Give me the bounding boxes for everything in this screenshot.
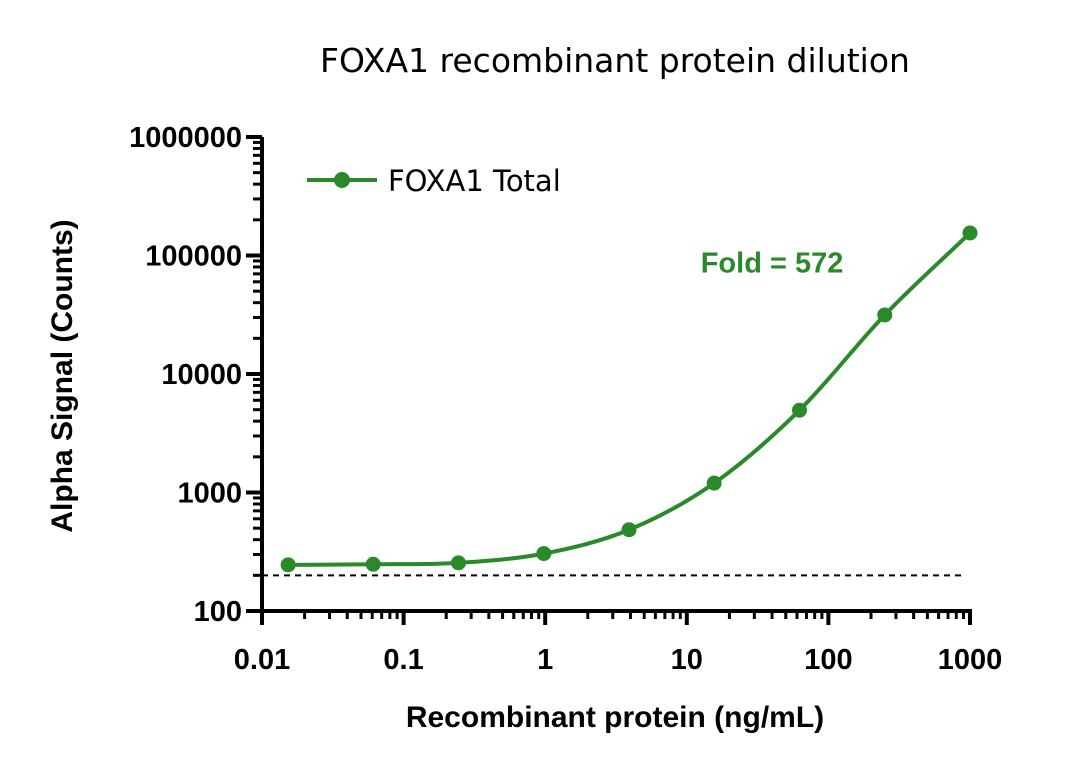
- x-tick-label: 10: [671, 644, 703, 676]
- fold-annotation: Fold = 572: [701, 247, 844, 279]
- data-point: [621, 522, 637, 538]
- data-point: [365, 556, 381, 572]
- data-point: [706, 475, 722, 491]
- x-tick-label: 0.1: [383, 644, 423, 676]
- x-tick-label: 1: [537, 644, 553, 676]
- legend: FOXA1 Total: [307, 164, 561, 198]
- data-point: [791, 402, 807, 418]
- x-ticks: 0.01 0.1 1 10 100 1000: [234, 611, 1002, 676]
- axes: [260, 137, 972, 613]
- x-tick-label: 100: [804, 644, 852, 676]
- data-point: [280, 557, 296, 573]
- y-tick-label: 10000: [161, 359, 242, 391]
- data-point: [536, 546, 552, 562]
- series-layer: [280, 225, 978, 573]
- legend-marker: [334, 172, 350, 188]
- data-point: [450, 555, 466, 571]
- x-axis-label: Recombinant protein (ng/mL): [406, 701, 824, 734]
- x-tick-label: 0.01: [234, 644, 290, 676]
- y-tick-label: 100000: [145, 241, 242, 273]
- y-tick-label: 100: [194, 596, 242, 628]
- y-tick-label: 1000000: [129, 122, 242, 154]
- x-tick-label: 1000: [938, 644, 1003, 676]
- y-tick-label: 1000: [177, 478, 242, 510]
- series-line: [288, 231, 972, 567]
- y-axis-label: Alpha Signal (Counts): [46, 219, 79, 532]
- y-ticks: 100 1000 10000 100000 1000000: [129, 122, 262, 628]
- data-point: [962, 225, 978, 241]
- chart-title: FOXA1 recombinant protein dilution: [320, 41, 910, 80]
- data-point: [877, 307, 893, 323]
- legend-label: FOXA1 Total: [388, 164, 561, 198]
